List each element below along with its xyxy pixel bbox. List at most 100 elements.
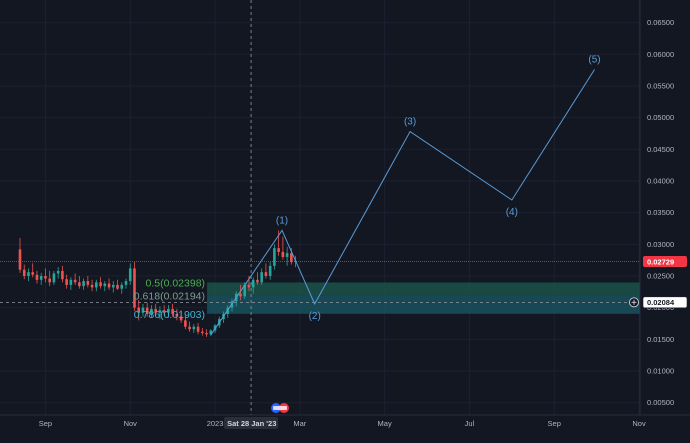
- time-tick-label: 2023: [207, 419, 224, 428]
- candles: [18, 230, 297, 337]
- elliott-wave-labels: (1) (2) (3) (4) (5): [276, 54, 601, 321]
- candle-body: [281, 251, 285, 257]
- candle-body: [154, 308, 157, 313]
- candle-body: [82, 281, 85, 287]
- fib-level-label: 0.618(0.02194): [134, 290, 205, 302]
- candle-body: [158, 310, 162, 313]
- candle-body: [260, 272, 263, 283]
- price-tick-label: 0.04000: [647, 176, 674, 185]
- candle-body: [99, 282, 102, 287]
- candle-body: [31, 272, 35, 275]
- last-price-tag: 0.02729: [643, 255, 687, 267]
- price-tick-label: 0.05000: [647, 113, 674, 122]
- time-tick-label: Sep: [548, 419, 561, 428]
- candle-body: [171, 308, 174, 315]
- crosshair-date-tag: Sat 28 Jan '23: [224, 417, 279, 429]
- wave-point-label: (4): [506, 207, 518, 218]
- candle-body: [277, 248, 280, 252]
- candle-body: [188, 326, 191, 330]
- candle-body: [179, 316, 183, 321]
- candle-body: [120, 284, 124, 289]
- candle-body: [162, 310, 166, 313]
- candle-body: [256, 279, 259, 283]
- candle-body: [273, 248, 276, 266]
- time-tick-label: Nov: [124, 419, 138, 428]
- candle-body: [27, 272, 30, 276]
- candle-body: [78, 282, 81, 287]
- fib-zone: [207, 282, 641, 296]
- events-flag-icon[interactable]: [271, 403, 289, 413]
- candle-body: [124, 281, 128, 285]
- price-tick-label: 0.02500: [647, 272, 674, 281]
- candle-body: [196, 326, 200, 332]
- candle-body: [116, 284, 119, 289]
- last-price-tag-bg: [643, 255, 687, 267]
- price-tick-label: 0.05500: [647, 81, 674, 90]
- fib-level-label: 0.5(0.02398): [145, 277, 205, 289]
- time-tick-label: Nov: [632, 419, 646, 428]
- price-tick-label: 0.06500: [647, 18, 674, 27]
- fib-level-label: 0.786(0.01903): [134, 309, 205, 321]
- time-axis-ticks: Sep Nov 2023 Mar May Jul Sep Nov: [39, 419, 646, 428]
- fib-zone: [207, 295, 641, 314]
- elliott-wave-path[interactable]: [210, 69, 595, 336]
- candle-body: [22, 269, 26, 276]
- candle-body: [69, 279, 73, 285]
- candle-body: [167, 308, 170, 313]
- candle-body: [44, 276, 47, 279]
- candle-body: [247, 284, 251, 288]
- candle-body: [145, 307, 149, 315]
- time-tick-label: Jul: [465, 419, 475, 428]
- price-tick-label: 0.01500: [647, 335, 674, 344]
- price-tick-label: 0.06000: [647, 50, 674, 59]
- wave-point-label: (3): [404, 117, 416, 128]
- candle-body: [65, 279, 68, 285]
- candle-body: [184, 320, 187, 327]
- candle-body: [141, 307, 145, 313]
- candle-body: [137, 307, 141, 313]
- candle-body: [61, 270, 64, 280]
- wave-point-label: (5): [588, 54, 600, 65]
- candle-body: [39, 276, 43, 280]
- candle-body: [192, 326, 196, 330]
- time-tick-label: Mar: [293, 419, 306, 428]
- time-tick-label: Sep: [39, 419, 52, 428]
- candle-body: [103, 283, 107, 287]
- last-price-label: 0.02729: [647, 257, 674, 266]
- candle-body: [128, 268, 132, 282]
- candle-body: [52, 273, 56, 283]
- crosshair-date-tag-bg: [224, 417, 279, 429]
- candle-body: [35, 274, 39, 280]
- candle-body: [90, 284, 94, 288]
- candle-body: [264, 272, 268, 276]
- candle-body: [107, 283, 111, 288]
- candle-body: [239, 293, 242, 297]
- price-tick-label: 0.04500: [647, 145, 674, 154]
- fib-labels: 0.5(0.02398)0.618(0.02194) 0.786(0.01903): [134, 277, 205, 320]
- price-tick-label: 0.01000: [647, 367, 674, 376]
- candle-body: [205, 333, 208, 335]
- price-tick-label: 0.03500: [647, 208, 674, 217]
- candle-body: [86, 281, 90, 285]
- crosshair-price-tag-bg: [642, 296, 688, 309]
- candle-body: [268, 265, 272, 276]
- candle-body: [175, 314, 179, 317]
- candle-body: [56, 270, 60, 274]
- time-axis[interactable]: [0, 415, 690, 443]
- price-tick-label: 0.03000: [647, 240, 674, 249]
- candle-body: [251, 279, 255, 288]
- candle-body: [73, 279, 77, 283]
- candle-body: [95, 282, 98, 288]
- crosshair-price-tag: 0.02084: [629, 296, 688, 309]
- time-tick-label: May: [378, 419, 392, 428]
- price-axis[interactable]: [640, 0, 690, 415]
- grid-lines: [0, 0, 640, 415]
- price-tick-label: 0.00500: [647, 398, 674, 407]
- candle-body: [243, 284, 247, 297]
- fib-zones: [207, 282, 641, 314]
- candle-body: [290, 253, 293, 263]
- candle-body: [48, 278, 51, 283]
- horizontal-lines: [0, 261, 640, 303]
